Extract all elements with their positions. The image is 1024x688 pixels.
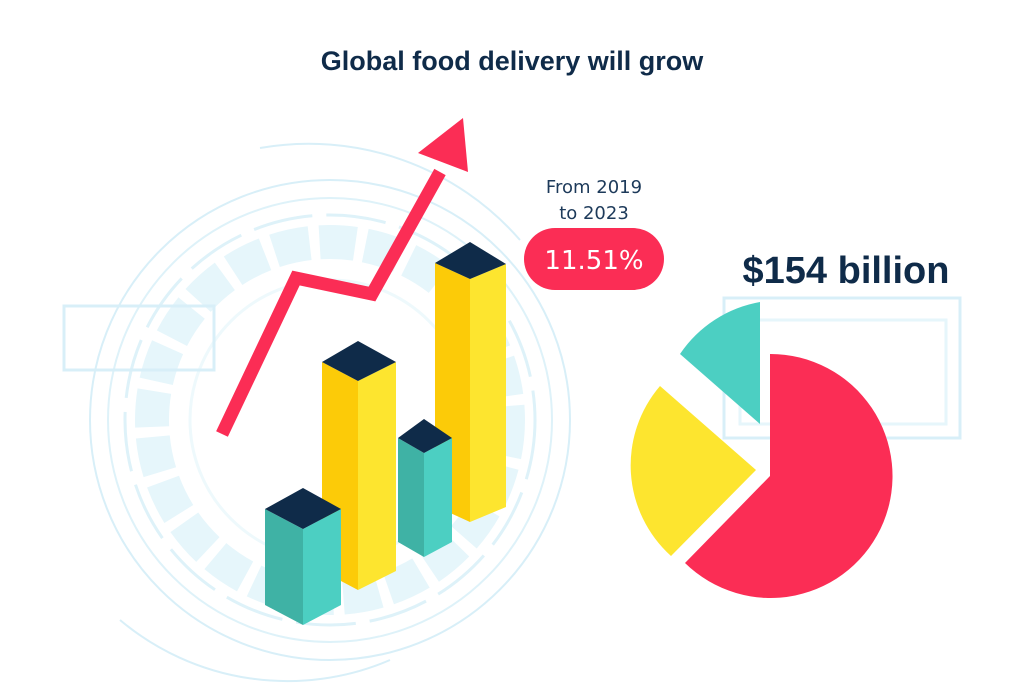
period-line-1: From 2019 (546, 177, 642, 198)
pie-slice-teal (680, 302, 760, 424)
pie-chart-icon (630, 302, 893, 598)
bar-chart-icon (265, 242, 506, 625)
growth-badge-background (524, 228, 664, 290)
page-title: Global food delivery will grow (321, 46, 705, 76)
pie-slice-red (685, 353, 893, 598)
market-value: $154 billion (743, 250, 950, 292)
trend-arrow-icon (216, 118, 468, 437)
period-line-2: to 2023 (559, 203, 629, 224)
growth-badge-value: 11.51% (544, 246, 643, 276)
growth-badge: 11.51% (524, 228, 664, 290)
pie-slice-yellow (630, 386, 756, 556)
